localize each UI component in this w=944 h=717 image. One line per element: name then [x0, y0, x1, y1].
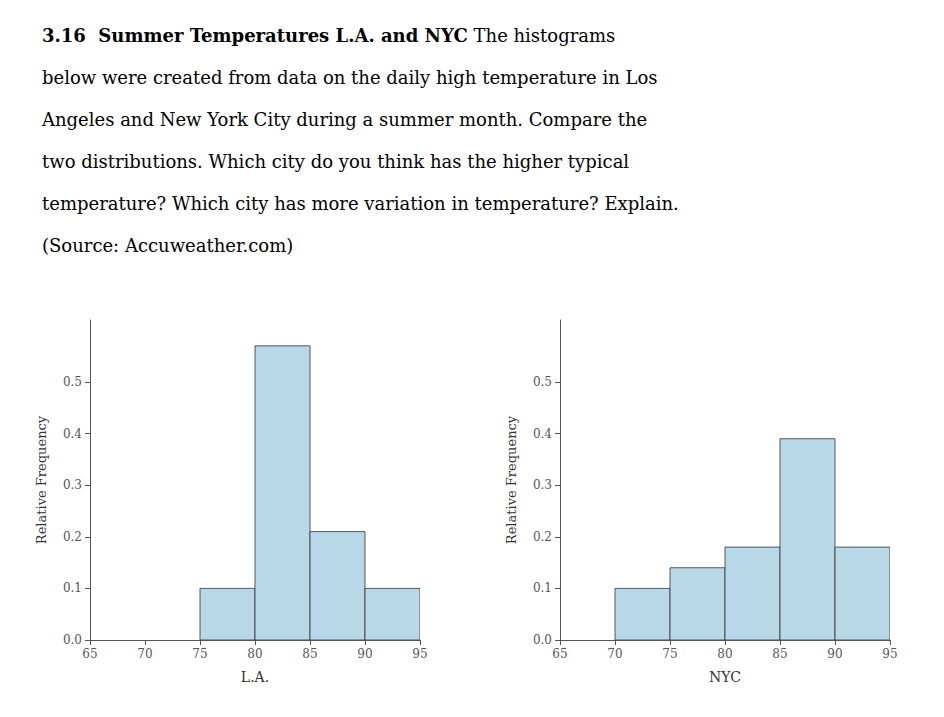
svg-text:0.2: 0.2	[63, 530, 82, 544]
svg-text:0.5: 0.5	[533, 375, 552, 389]
svg-text:0.4: 0.4	[63, 427, 82, 441]
svg-text:(Source: Accuweather.com): (Source: Accuweather.com)	[42, 235, 293, 256]
svg-text:90: 90	[357, 647, 372, 661]
svg-text:70: 70	[607, 647, 622, 661]
svg-text:The histograms: The histograms	[468, 25, 616, 46]
svg-text:90: 90	[827, 647, 842, 661]
svg-text:75: 75	[662, 647, 677, 661]
svg-text:0.0: 0.0	[533, 633, 552, 647]
svg-text:65: 65	[82, 647, 97, 661]
svg-text:95: 95	[882, 647, 897, 661]
svg-text:Relative Frequency: Relative Frequency	[34, 415, 49, 544]
svg-text:Angeles and New York City duri: Angeles and New York City during a summe…	[41, 109, 647, 130]
svg-text:70: 70	[137, 647, 152, 661]
svg-text:85: 85	[772, 647, 787, 661]
svg-text:75: 75	[192, 647, 207, 661]
svg-text:L.A.: L.A.	[241, 669, 269, 685]
svg-text:0.0: 0.0	[63, 633, 82, 647]
svg-text:0.5: 0.5	[63, 375, 82, 389]
svg-text:85: 85	[302, 647, 317, 661]
svg-text:0.2: 0.2	[533, 530, 552, 544]
svg-text:0.3: 0.3	[533, 478, 552, 492]
svg-text:0.1: 0.1	[63, 581, 82, 595]
svg-text:below were created from data o: below were created from data on the dail…	[42, 67, 658, 88]
svg-text:0.3: 0.3	[63, 478, 82, 492]
svg-text:0.4: 0.4	[533, 427, 552, 441]
svg-text:0.1: 0.1	[533, 581, 552, 595]
svg-text:95: 95	[412, 647, 427, 661]
svg-text:80: 80	[247, 647, 262, 661]
svg-text:65: 65	[552, 647, 567, 661]
svg-text:NYC: NYC	[709, 669, 741, 685]
svg-text:temperature? Which city has mo: temperature? Which city has more variati…	[42, 193, 679, 214]
svg-text:Relative Frequency: Relative Frequency	[504, 415, 519, 544]
svg-text:80: 80	[717, 647, 732, 661]
svg-text:two distributions. Which city: two distributions. Which city do you thi…	[42, 151, 629, 172]
svg-text:3.16 Summer Temperatures L.A.: 3.16 Summer Temperatures L.A. and NYC	[42, 25, 468, 46]
